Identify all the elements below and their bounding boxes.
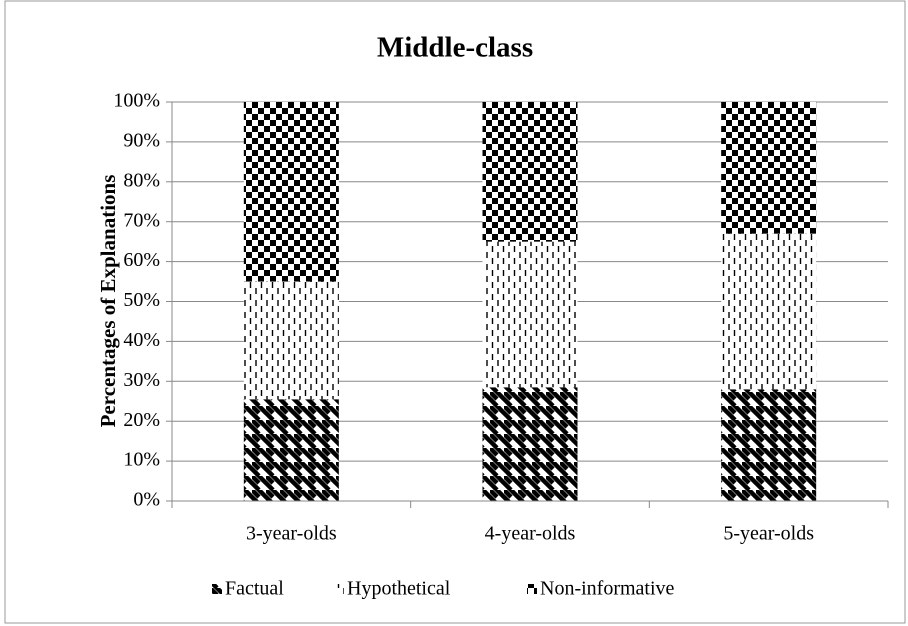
x-tick-label: 3-year-olds <box>246 523 337 545</box>
legend-label: Non-informative <box>540 578 675 600</box>
y-tick-label: 20% <box>123 409 160 431</box>
y-tick-label: 0% <box>133 489 160 511</box>
y-tick-label: 40% <box>123 329 160 351</box>
bar-segment <box>721 233 817 390</box>
legend-label: Factual <box>225 578 284 600</box>
bar-segment <box>482 241 578 388</box>
y-axis-label: Percentages of Explanations <box>96 175 120 428</box>
bar-segment <box>721 389 817 501</box>
y-tick-label: 50% <box>123 289 160 311</box>
bar-segment <box>243 102 339 282</box>
y-tick-label: 100% <box>113 90 160 112</box>
y-tick-label: 30% <box>123 369 160 391</box>
bar-segment <box>721 102 817 234</box>
x-tick-label: 5-year-olds <box>723 523 814 545</box>
bar-segment <box>243 281 339 400</box>
y-tick-label: 90% <box>123 129 160 151</box>
legend-swatch <box>527 584 537 594</box>
bar-segment <box>482 387 578 501</box>
y-tick-label: 60% <box>123 249 160 271</box>
y-tick-label: 80% <box>123 169 160 191</box>
bar-segment <box>482 102 578 242</box>
chart-title: Middle-class <box>377 32 533 64</box>
legend-swatch <box>212 584 222 594</box>
y-tick-label: 70% <box>123 209 160 231</box>
bar-segment <box>243 399 339 501</box>
y-tick-label: 10% <box>123 449 160 471</box>
legend-swatch <box>334 584 344 594</box>
x-tick-label: 4-year-olds <box>485 523 576 545</box>
legend-label: Hypothetical <box>347 578 451 600</box>
